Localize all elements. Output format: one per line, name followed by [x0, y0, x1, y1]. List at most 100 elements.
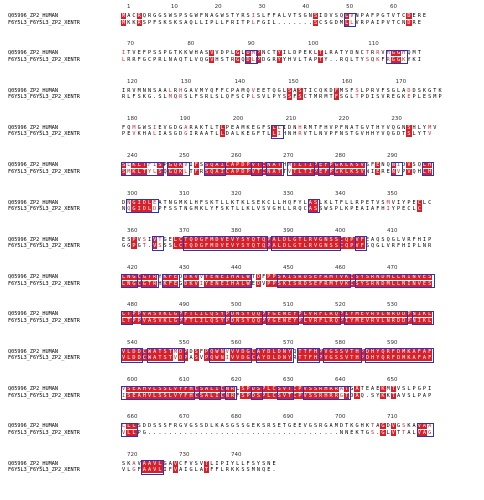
residue: F [323, 162, 329, 169]
sequence-label: Q05996_ZP2_HUMAN [8, 199, 58, 206]
residue: A [127, 13, 131, 19]
residue: Q [173, 94, 178, 101]
residue: T [396, 13, 401, 19]
residue: L [146, 199, 153, 206]
residue: G [328, 348, 334, 355]
residue: N [422, 243, 427, 250]
residue: P [428, 236, 432, 243]
residue: E [230, 124, 235, 131]
residue: P [406, 317, 412, 324]
residue: R [386, 56, 390, 63]
residue: A [255, 348, 262, 355]
residue: N [411, 311, 417, 318]
residue: T [188, 317, 194, 324]
residue: L [131, 423, 137, 430]
residue: R [152, 274, 158, 281]
residue: V [428, 131, 432, 138]
residue: H [402, 50, 406, 57]
residue: D [324, 13, 328, 19]
residue: K [127, 19, 131, 26]
residue: A [179, 467, 183, 474]
residue: I [371, 94, 375, 101]
ruler-number: 350 [387, 190, 398, 197]
residue: S [205, 50, 209, 57]
residue: Q [417, 162, 421, 169]
ruler-number: 570 [283, 339, 294, 346]
residue: A [146, 311, 153, 318]
ruler-number: 320 [231, 190, 242, 197]
residue: C [407, 206, 411, 212]
residue: Q [209, 348, 215, 355]
residue: L [267, 94, 271, 101]
residue: . [256, 429, 261, 436]
residue: C [178, 243, 184, 250]
residue: V [396, 386, 401, 392]
residue: G [271, 317, 277, 324]
residue: P [318, 355, 324, 362]
residue: S [240, 236, 246, 243]
residue: S [272, 423, 276, 430]
residue: E [219, 274, 225, 281]
residue: T [189, 168, 193, 175]
residue: Y [210, 206, 214, 212]
residue: S [240, 386, 246, 392]
residue: S [163, 423, 167, 430]
residue: . [334, 429, 338, 436]
residue: . [158, 429, 162, 436]
residue: L [126, 429, 132, 436]
residue: S [312, 13, 319, 19]
residue: R [312, 317, 319, 324]
residue: V [262, 94, 266, 101]
residue: V [122, 386, 126, 392]
residue: S [173, 13, 178, 19]
residue: M [354, 311, 360, 318]
residue: R [229, 392, 236, 399]
residue: K [163, 19, 167, 26]
residue: A [354, 386, 360, 392]
residue: L [381, 243, 385, 250]
sequence-label: Q05996_ZP2_HUMAN [8, 162, 58, 169]
residue: R [303, 124, 307, 131]
residue: N [122, 206, 126, 212]
residue: R [127, 56, 131, 63]
residue: S [333, 355, 339, 362]
residue: Q [262, 467, 266, 474]
residue: D [395, 348, 402, 355]
ruler-number: 180 [127, 115, 138, 122]
residue: S [214, 317, 220, 324]
residue: A [146, 317, 153, 324]
residue: G [163, 236, 167, 243]
residue: A [199, 50, 203, 57]
residue: L [251, 19, 255, 26]
residue: Y [256, 460, 261, 467]
residue: E [312, 274, 319, 281]
residue: V [323, 355, 329, 362]
residue: G [333, 168, 339, 175]
residue: T [391, 19, 395, 26]
residue: T [417, 50, 421, 57]
residue: S [365, 56, 369, 63]
residue: P [225, 50, 229, 57]
residue: L [282, 206, 286, 212]
residue: M [199, 87, 203, 94]
residue: Q [380, 355, 386, 362]
residue: G [251, 131, 255, 138]
residue: P [204, 355, 210, 362]
residue: T [303, 56, 307, 63]
residue: I [376, 19, 380, 26]
residue: F [199, 13, 203, 19]
ruler-number: 340 [335, 190, 346, 197]
residue: V [365, 124, 369, 131]
residue: T [396, 429, 401, 436]
residue: V [390, 423, 396, 430]
residue: K [402, 94, 406, 101]
residue: Y [276, 56, 282, 63]
residue: W [146, 355, 153, 362]
residue: R [328, 317, 334, 324]
residue: A [189, 87, 193, 94]
residue: G [179, 423, 183, 430]
residue: L [276, 243, 282, 250]
residue: G [141, 274, 147, 281]
residue: . [277, 19, 281, 26]
